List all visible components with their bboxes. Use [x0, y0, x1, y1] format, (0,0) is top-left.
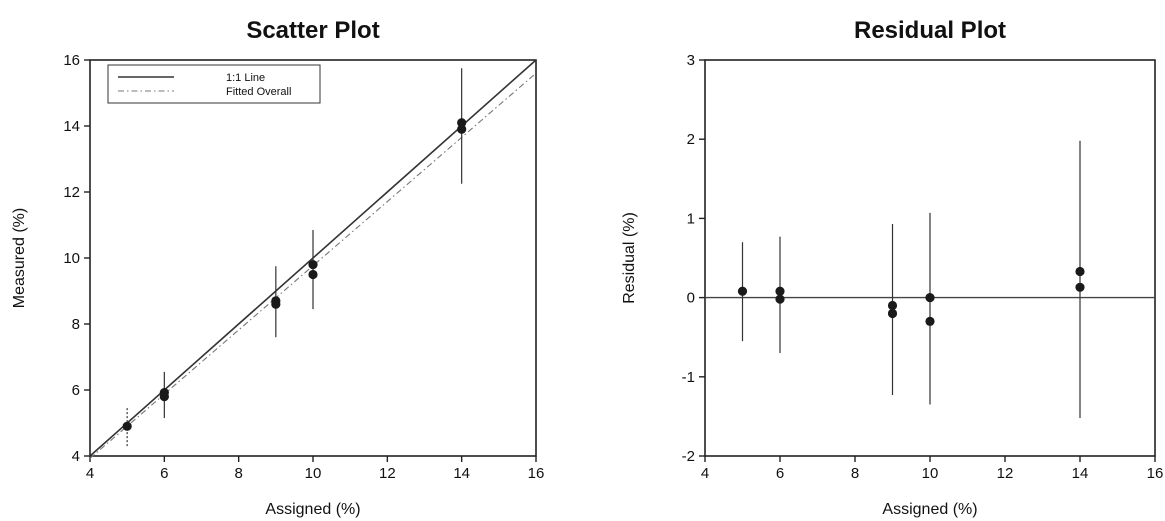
- panel1-y-tick-label: 8: [72, 316, 80, 333]
- panel1-data-point: [308, 260, 318, 270]
- panel2-y-tick-label: 0: [687, 290, 695, 307]
- panel1-data-point: [457, 124, 467, 134]
- panel2-y-tick-label: 1: [687, 210, 695, 227]
- panel2-x-tick-label: 8: [851, 465, 859, 482]
- panel1-legend-label: 1:1 Line: [226, 72, 265, 84]
- panel1-x-tick-label: 16: [528, 465, 545, 482]
- panel2-y-tick-label: -2: [682, 448, 695, 465]
- panel1-data-point: [271, 299, 281, 309]
- panel2-x-tick-label: 10: [922, 465, 939, 482]
- panel2-x-tick-label: 16: [1147, 465, 1164, 482]
- panel2-title: Residual Plot: [854, 17, 1006, 44]
- panel2-x-tick-label: 14: [1072, 465, 1089, 482]
- panel1-x-axis-label: Assigned (%): [265, 501, 360, 518]
- panel2-data-point: [925, 316, 935, 326]
- panel1-y-tick-label: 12: [63, 184, 80, 201]
- panel1-y-axis-label: Measured (%): [11, 208, 28, 308]
- panel1-y-tick-label: 14: [63, 118, 80, 135]
- panel2-data-point: [887, 300, 898, 311]
- panel1-legend-label: Fitted Overall: [226, 86, 291, 98]
- panel2-x-tick-label: 4: [701, 465, 709, 482]
- panel2-y-axis-label: Residual (%): [621, 212, 638, 304]
- panel2-x-tick-label: 6: [776, 465, 784, 482]
- panel2-x-axis-label: Assigned (%): [882, 501, 977, 518]
- panel2-data-point: [1075, 266, 1085, 277]
- panel2-y-tick-label: -1: [682, 369, 695, 386]
- panel2-data-point: [775, 286, 785, 296]
- panel1-x-tick-label: 6: [160, 465, 168, 482]
- panel2-data-point: [925, 293, 935, 303]
- panel2-data-point: [737, 286, 748, 296]
- panel1-title: Scatter Plot: [246, 17, 379, 44]
- panel1-group: Scatter Plot 4 6 8 10 12 14 16 4 6 8 10 12 14 16 Assign…: [11, 17, 544, 518]
- panel2-data-point: [775, 294, 785, 304]
- panel1-data-point: [308, 269, 318, 280]
- panel1-y-tick-label: 6: [72, 382, 80, 399]
- panel1-data-point: [159, 392, 169, 402]
- panel2-y-tick-label: 3: [687, 52, 695, 69]
- panel1-y-tick-label: 10: [63, 250, 80, 267]
- panel1-x-tick-label: 4: [86, 465, 94, 482]
- panel2-data-point: [1075, 282, 1085, 292]
- panel2-y-tick-label: 2: [687, 131, 695, 148]
- panel1-legend-box: [107, 64, 321, 104]
- panel1-y-tick-label: 4: [72, 448, 80, 465]
- panel1-x-tick-label: 14: [453, 465, 470, 482]
- panel1-data-point: [457, 118, 467, 128]
- panel1-legend: 1:1 Line Fitted Overall: [107, 64, 321, 104]
- panel1-x-tick-label: 12: [379, 465, 396, 482]
- panel1-data-point: [122, 421, 132, 431]
- panel1-x-tick-label: 8: [234, 465, 242, 482]
- panel1-x-tick-label: 10: [305, 465, 322, 482]
- panel1-y-tick-label: 16: [63, 52, 80, 69]
- panel2-x-tick-label: 12: [997, 465, 1014, 482]
- panel2-data-point: [887, 308, 898, 319]
